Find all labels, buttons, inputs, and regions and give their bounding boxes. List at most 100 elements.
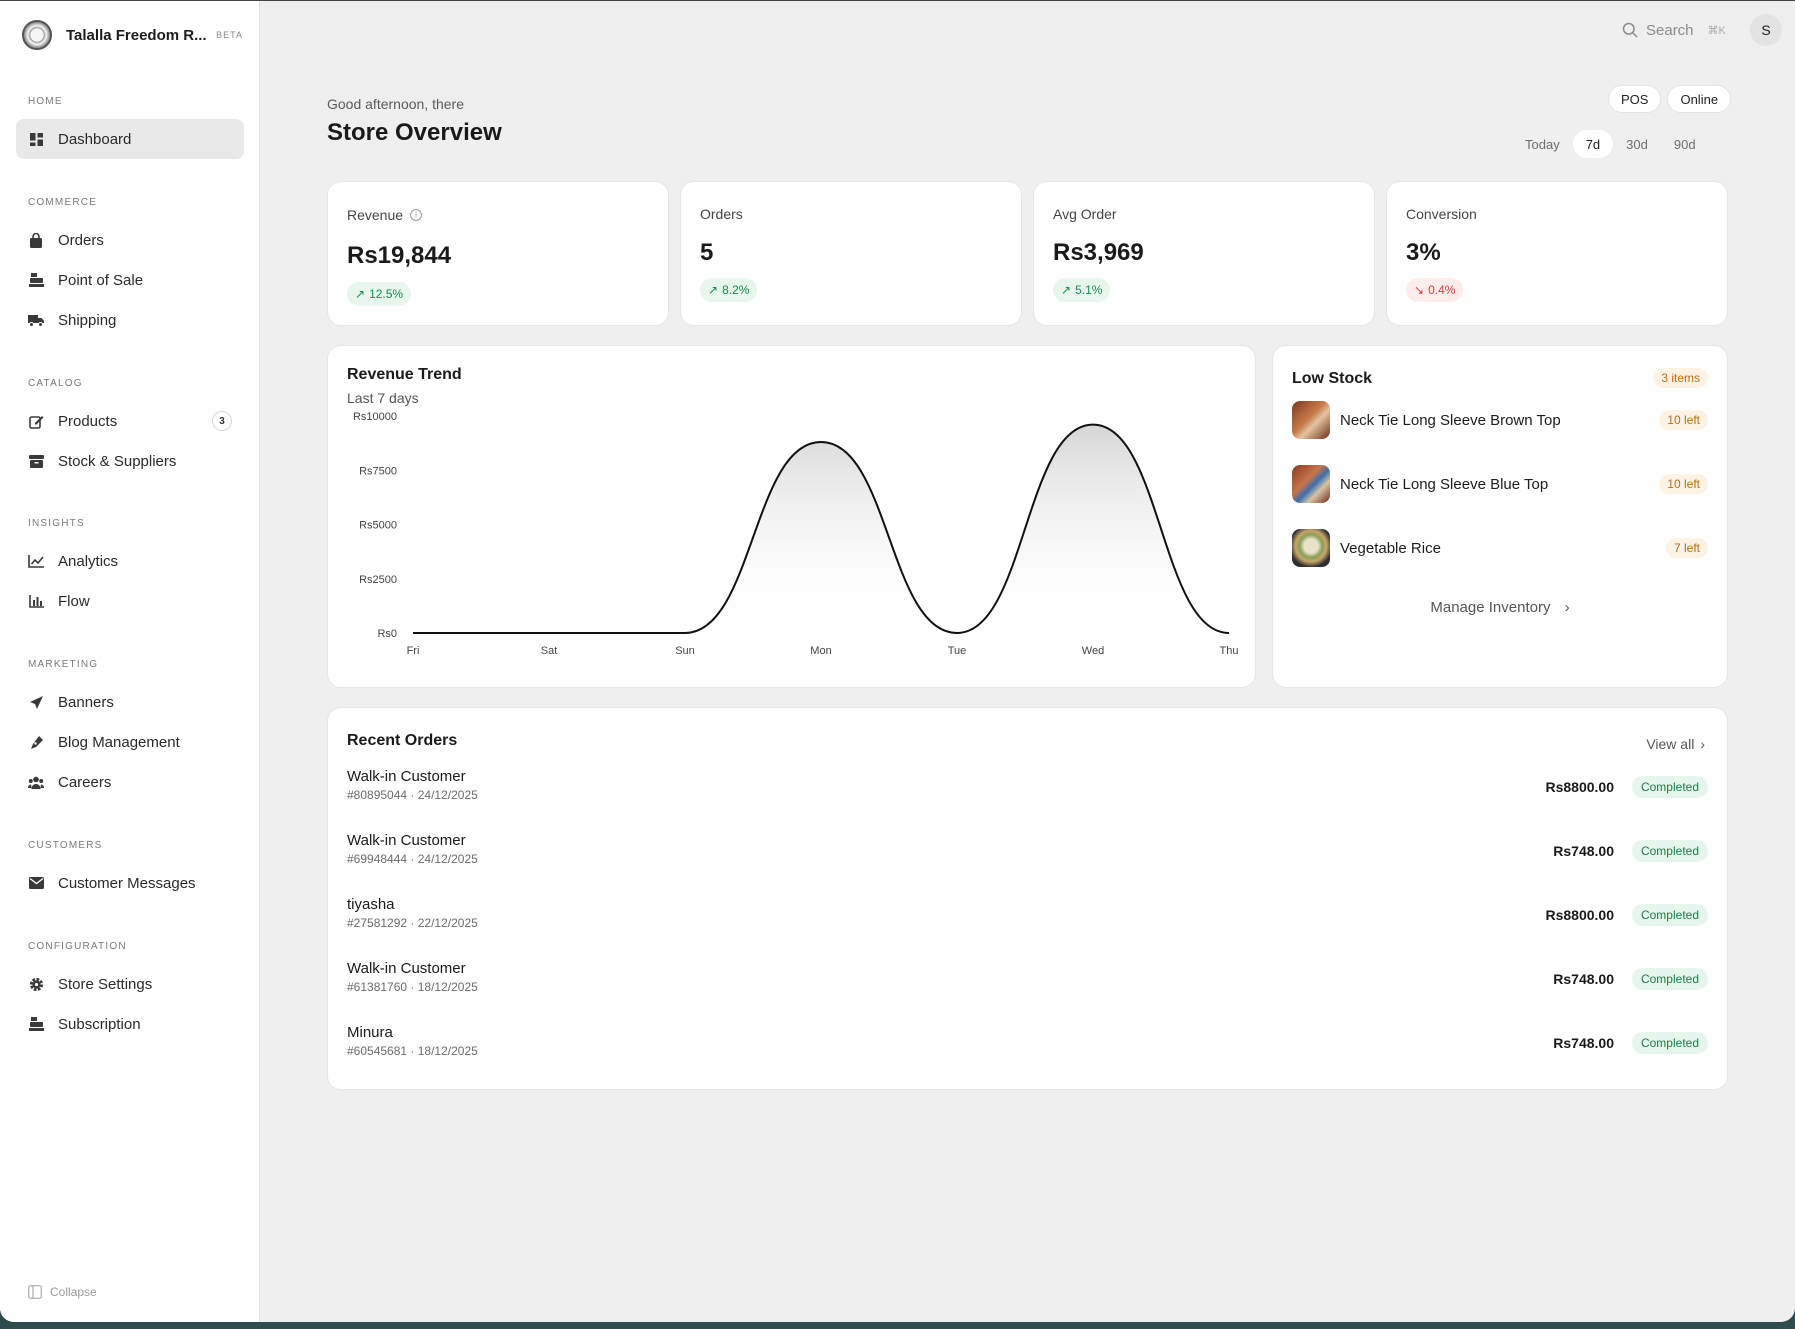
y-tick-label: Rs2500 [359, 574, 397, 586]
nav-section-insights: INSIGHTS Analytics Flow [0, 517, 260, 621]
status-badge: Completed [1631, 840, 1708, 862]
sidebar-item-store-settings[interactable]: Store Settings [16, 964, 244, 1004]
avatar[interactable]: S [1750, 14, 1782, 46]
dashboard-icon [28, 131, 44, 147]
view-all-orders-link[interactable]: View all › [1646, 736, 1705, 752]
sidebar-item-products[interactable]: Products 3 [16, 401, 244, 441]
sidebar-item-shipping[interactable]: Shipping [16, 300, 244, 340]
sidebar-item-label: Orders [58, 231, 104, 249]
nav-heading: HOME [28, 96, 63, 107]
nav-section-configuration: CONFIGURATION Store Settings Subscriptio… [0, 940, 260, 1044]
sidebar-item-point-of-sale[interactable]: Point of Sale [16, 260, 244, 300]
store-logo [22, 20, 52, 50]
stock-left-badge: 7 left [1665, 538, 1708, 558]
channel-toggle: POS Online [1608, 85, 1732, 113]
data-point[interactable] [543, 627, 555, 639]
data-point[interactable] [1223, 627, 1235, 639]
manage-inventory-link[interactable]: Manage Inventory › [1273, 599, 1727, 616]
kpi-label: Revenue i [347, 207, 423, 223]
sidebar-toggle-icon [28, 1285, 42, 1299]
order-row[interactable]: Walk-in Customer #69948444 · 24/12/2025 … [347, 832, 1708, 872]
low-stock-item[interactable]: Vegetable Rice 7 left [1292, 529, 1708, 567]
order-row[interactable]: tiyasha #27581292 · 22/12/2025 Rs8800.00… [347, 896, 1708, 936]
recent-orders-card: Recent Orders View all › Walk-in Custome… [327, 707, 1728, 1090]
sidebar-item-label: Point of Sale [58, 271, 144, 289]
kpi-change-value: 12.5% [369, 287, 404, 301]
search-placeholder: Search [1646, 21, 1694, 39]
envelope-icon [28, 875, 44, 891]
range-tab-30d[interactable]: 30d [1626, 136, 1648, 152]
y-tick-label: Rs5000 [359, 520, 397, 532]
data-point[interactable] [679, 627, 691, 639]
cash-register-icon [28, 1016, 44, 1032]
kpi-value: Rs3,969 [1053, 239, 1144, 266]
kpi-card-avg-order: Avg Order Rs3,969 ↗ 5.1% [1033, 181, 1375, 326]
kpi-change-badge: ↗ 5.1% [1053, 278, 1111, 302]
order-amount: Rs8800.00 [1545, 907, 1614, 923]
order-row[interactable]: Walk-in Customer #61381760 · 18/12/2025 … [347, 960, 1708, 1000]
greeting: Good afternoon, there [327, 96, 464, 112]
sidebar-item-orders[interactable]: Orders [16, 220, 244, 260]
revenue-trend-chart[interactable]: Rs0 Rs2500 Rs5000 Rs7500 Rs10000 Fri Sat Sun Mo… [328, 346, 1257, 689]
kpi-change-value: 0.4% [1428, 283, 1456, 297]
range-tab-90d[interactable]: 90d [1673, 136, 1696, 152]
sidebar-item-analytics[interactable]: Analytics [16, 541, 244, 581]
nav-section-marketing: MARKETING Banners Blog Management Career… [0, 658, 260, 802]
sidebar-item-flow[interactable]: Flow [16, 581, 244, 621]
low-stock-count-badge: 3 items [1653, 368, 1708, 388]
sidebar-item-dashboard[interactable]: Dashboard [16, 119, 244, 159]
range-tab-today[interactable]: Today [1525, 136, 1560, 152]
shopping-bag-icon [28, 232, 44, 248]
line-chart-icon [28, 553, 44, 569]
info-icon[interactable]: i [410, 209, 423, 221]
x-tick-label: Wed [1082, 645, 1104, 657]
kpi-label-text: Revenue [347, 207, 404, 223]
stock-left-badge: 10 left [1659, 474, 1708, 494]
order-row[interactable]: Minura #60545681 · 18/12/2025 Rs748.00 C… [347, 1024, 1708, 1064]
kpi-value: 3% [1406, 239, 1441, 266]
truck-icon [28, 312, 44, 328]
sidebar-item-label: Products [58, 412, 118, 430]
low-stock-card: Low Stock 3 items Neck Tie Long Sleeve B… [1272, 345, 1728, 688]
low-stock-item[interactable]: Neck Tie Long Sleeve Blue Top 10 left [1292, 465, 1708, 503]
nav-heading: CATALOG [28, 378, 83, 389]
channel-online-button[interactable]: Online [1667, 85, 1732, 113]
status-badge: Completed [1631, 1032, 1708, 1054]
trend-up-icon: ↗ [355, 287, 366, 301]
data-point[interactable] [815, 436, 827, 448]
sidebar-item-careers[interactable]: Careers [16, 762, 244, 802]
order-customer: Walk-in Customer [347, 960, 466, 977]
order-row[interactable]: Walk-in Customer #80895044 · 24/12/2025 … [347, 768, 1708, 808]
order-amount: Rs748.00 [1553, 843, 1614, 859]
kpi-change-badge: ↗ 8.2% [700, 278, 758, 302]
status-badge: Completed [1631, 968, 1708, 990]
kpi-value: 5 [700, 239, 714, 266]
collapse-sidebar-button[interactable]: Collapse [28, 1285, 97, 1299]
brand[interactable]: Talalla Freedom R... BETA [22, 19, 243, 51]
search-shortcut: ⌘K [1707, 24, 1726, 37]
sidebar-item-label: Blog Management [58, 733, 180, 751]
x-tick-label: Fri [407, 645, 420, 657]
sidebar-item-banners[interactable]: Banners [16, 682, 244, 722]
cash-register-icon [28, 272, 44, 288]
order-customer: Walk-in Customer [347, 768, 466, 785]
trend-up-icon: ↗ [1061, 283, 1072, 297]
nav-section-catalog: CATALOG Products 3 Stock & Suppliers [0, 377, 260, 481]
channel-pos-button[interactable]: POS [1608, 85, 1662, 113]
sidebar-item-blog-management[interactable]: Blog Management [16, 722, 244, 762]
range-tab-7d[interactable]: 7d [1572, 130, 1614, 158]
trend-down-icon: ↘ [1414, 283, 1425, 297]
sidebar-item-stock-suppliers[interactable]: Stock & Suppliers [16, 441, 244, 481]
sidebar-item-customer-messages[interactable]: Customer Messages [16, 863, 244, 903]
sidebar: Talalla Freedom R... BETA HOME Dashboard… [0, 1, 260, 1322]
order-meta: #69948444 · 24/12/2025 [347, 852, 478, 866]
data-point[interactable] [1087, 419, 1099, 431]
y-tick-label: Rs0 [377, 628, 397, 640]
low-stock-item[interactable]: Neck Tie Long Sleeve Brown Top 10 left [1292, 401, 1708, 439]
order-amount: Rs8800.00 [1545, 779, 1614, 795]
search-button[interactable]: Search ⌘K [1622, 19, 1726, 41]
sidebar-item-subscription[interactable]: Subscription [16, 1004, 244, 1044]
y-tick-label: Rs7500 [359, 465, 397, 477]
data-point[interactable] [407, 627, 419, 639]
data-point[interactable] [951, 627, 963, 639]
